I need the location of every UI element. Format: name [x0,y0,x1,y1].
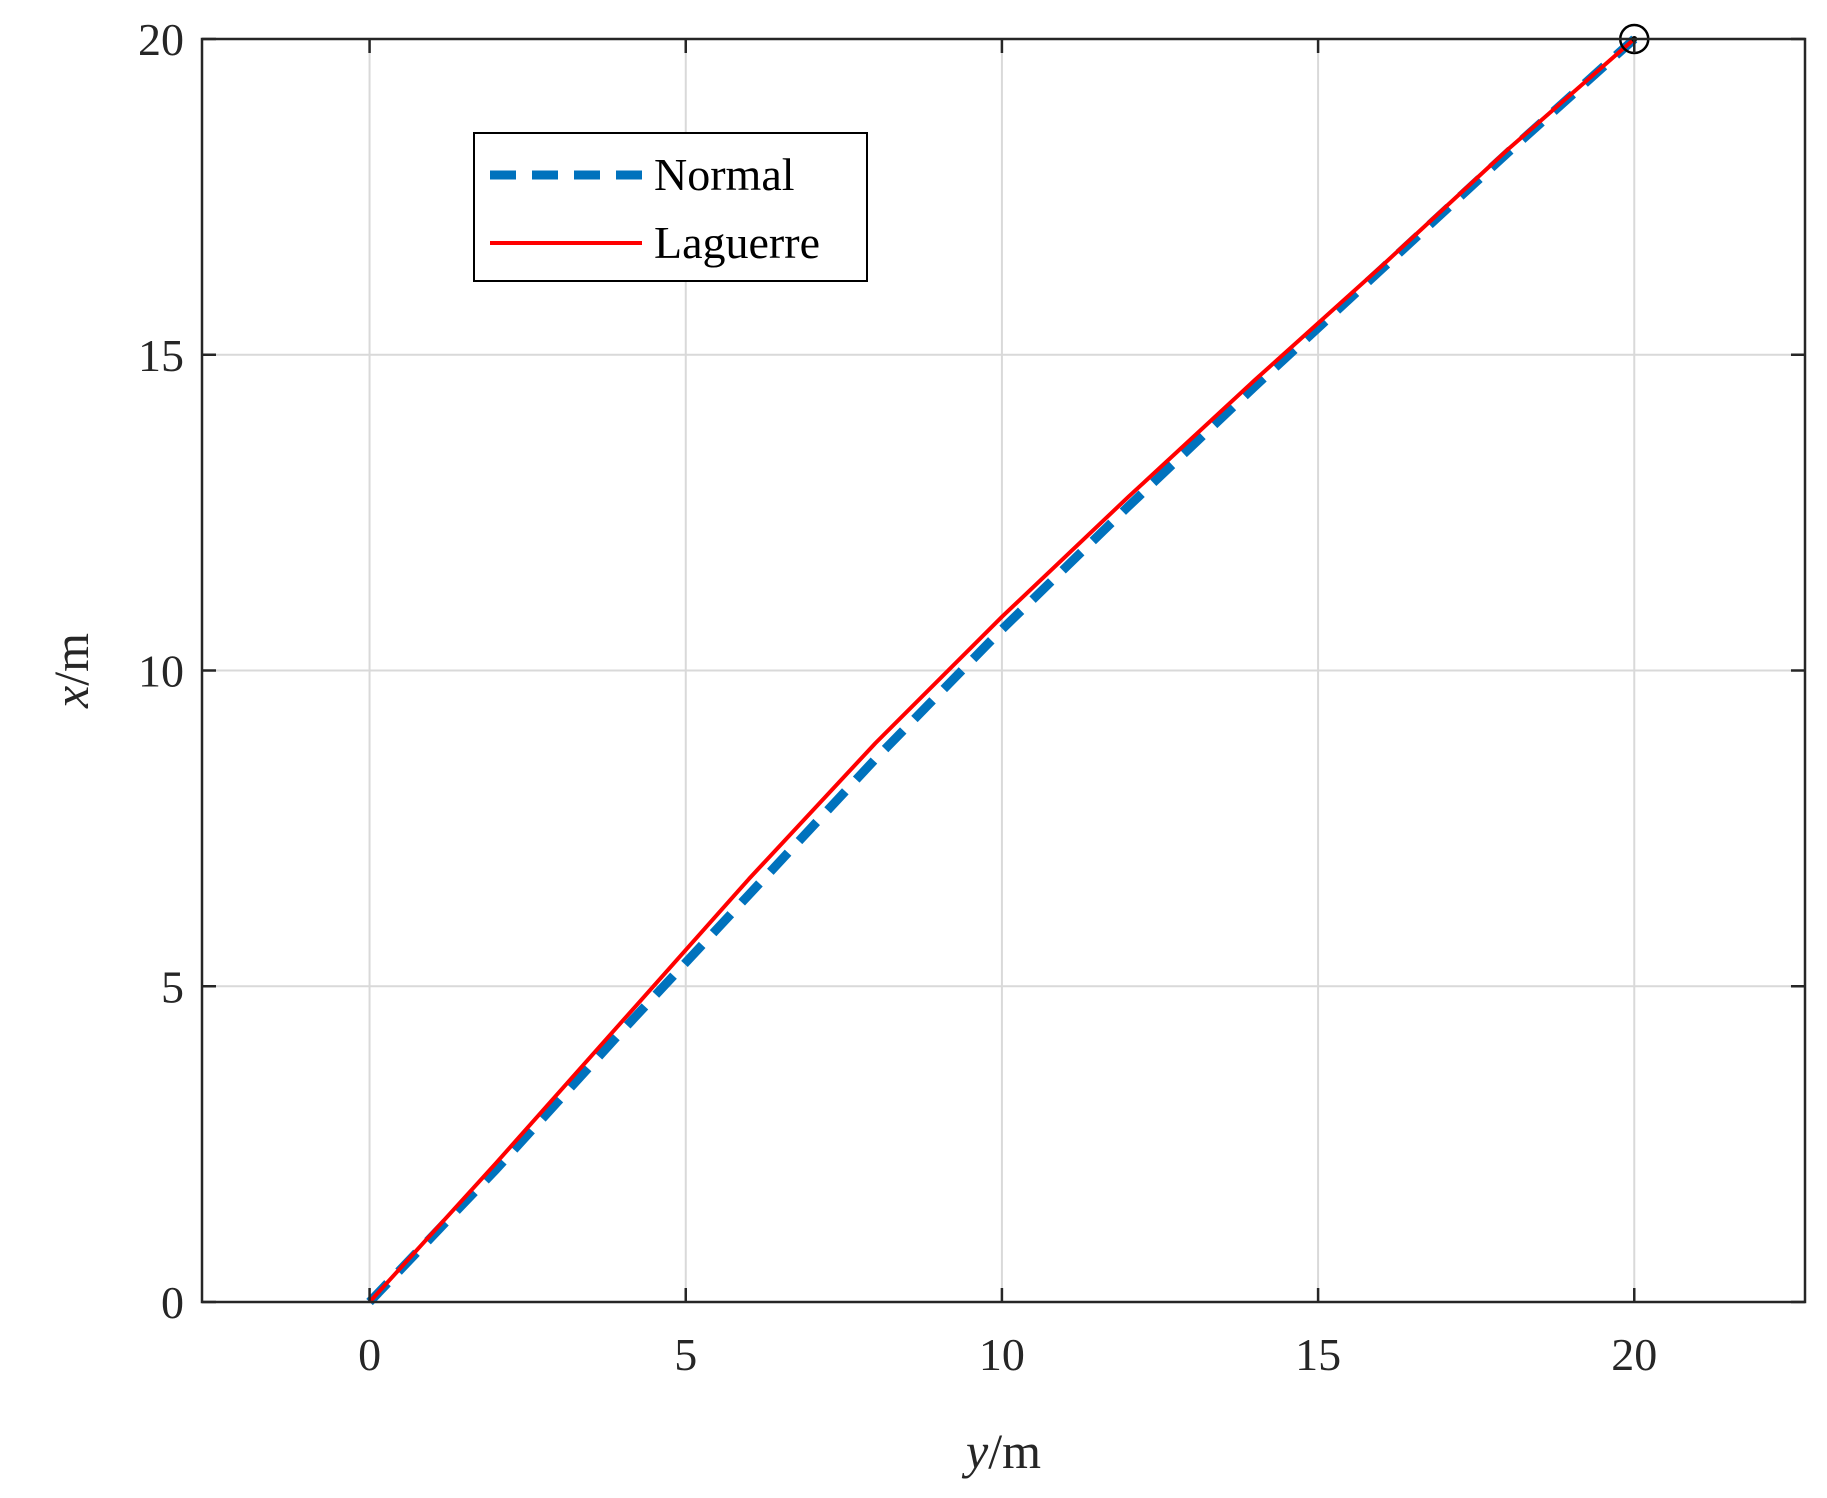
series-line-laguerre [368,37,1636,1304]
y-axis-label: x/m [43,633,99,709]
y-tick-label-0: 0 [161,1277,184,1328]
x-tick-labels: 0 5 10 15 20 [358,1329,1657,1380]
x-axis-label-var: y [961,1423,989,1479]
series-layer [366,35,1638,1306]
y-tick-labels: 0 5 10 15 20 [138,14,184,1328]
x-tick-label-20: 20 [1611,1329,1657,1380]
y-tick-label-20: 20 [138,14,184,65]
y-axis-label-unit: /m [43,633,99,686]
x-axis-label: y/m [961,1423,1041,1479]
y-tick-label-5: 5 [161,961,184,1012]
y-axis-label-var: x [43,686,99,709]
y-tick-label-15: 15 [138,330,184,381]
y-tick-label-10: 10 [138,646,184,697]
legend-box [473,132,868,282]
legend: Normal Laguerre [473,132,868,282]
legend-label-normal: Normal [654,149,795,200]
series-line-normal [366,35,1638,1306]
tick-marks [202,37,1805,1304]
x-tick-label-10: 10 [979,1329,1025,1380]
legend-label-laguerre: Laguerre [654,217,820,268]
x-axis-label-unit: /m [988,1423,1041,1479]
x-tick-label-0: 0 [358,1329,381,1380]
x-tick-label-5: 5 [674,1329,697,1380]
x-tick-label-15: 15 [1295,1329,1341,1380]
